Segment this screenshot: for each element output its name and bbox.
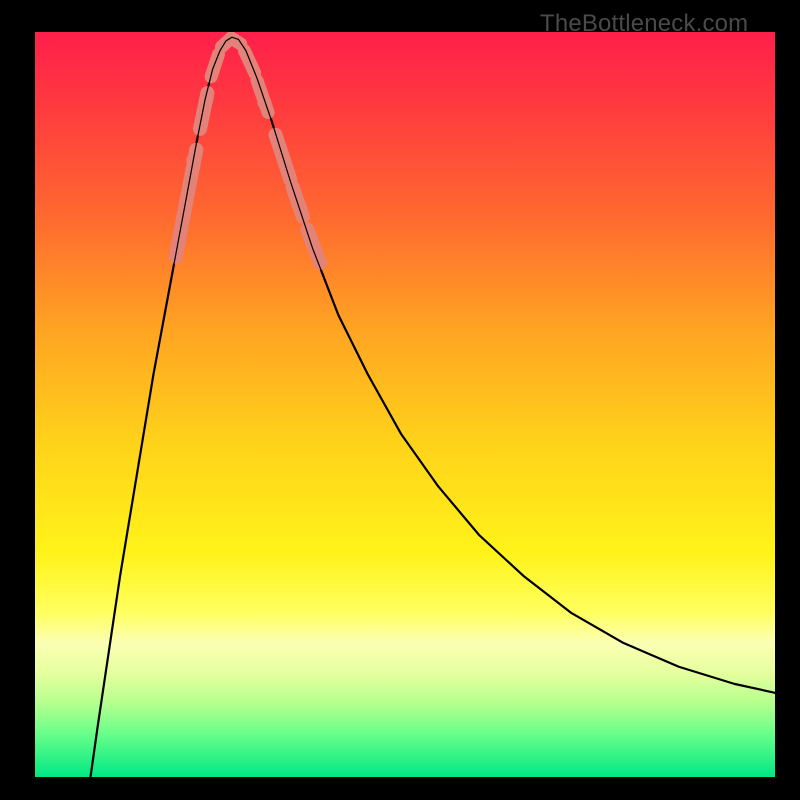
marker-pill xyxy=(186,150,196,204)
main-curve xyxy=(91,37,776,777)
marker-pill xyxy=(244,51,254,73)
curve-markers xyxy=(176,38,320,263)
gradient-background xyxy=(35,32,775,777)
marker-pill xyxy=(293,187,303,217)
plot-svg xyxy=(35,32,775,777)
marker-pill xyxy=(231,38,241,44)
main-curve-top xyxy=(91,37,776,777)
watermark-text: TheBottleneck.com xyxy=(540,10,748,38)
marker-pill xyxy=(176,203,186,257)
marker-pill xyxy=(307,229,320,263)
marker-dot xyxy=(200,91,214,105)
plot-area xyxy=(35,32,775,777)
stage: TheBottleneck.com xyxy=(0,0,800,800)
marker-pill xyxy=(200,93,207,129)
marker-pill xyxy=(211,54,218,76)
marker-dot xyxy=(186,153,200,167)
marker-pill xyxy=(276,135,291,180)
marker-pill xyxy=(221,38,231,47)
marker-dot xyxy=(257,96,271,110)
marker-dot xyxy=(291,198,305,212)
marker-pill xyxy=(257,80,268,112)
